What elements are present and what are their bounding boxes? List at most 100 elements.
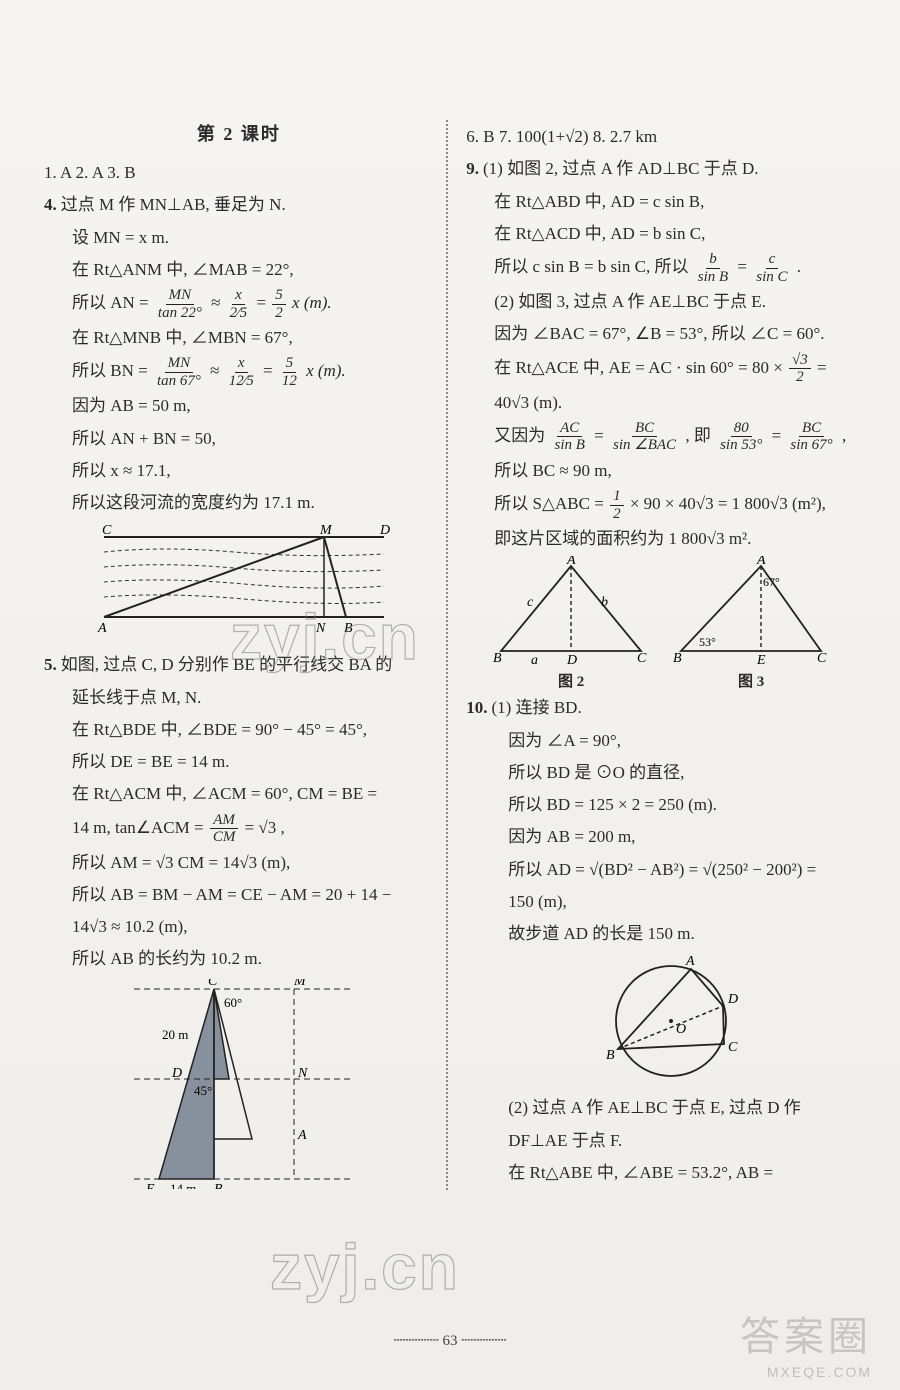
q9-l8: 所以 BC ≈ 90 m,: [466, 456, 856, 486]
lbl5-M: M: [293, 979, 307, 989]
q5-l6: 所以 AB = BM − AM = CE − AM = 20 + 14 −: [44, 880, 434, 910]
q10-l7: 故步道 AD 的长是 150 m.: [466, 919, 856, 949]
q4-l5: 所以 BN = MNtan 67° ≈ x12⁄5 = 512 x (m).: [44, 355, 434, 389]
lbl5-N: N: [297, 1066, 308, 1081]
q9-fr4b: sin B: [552, 437, 588, 454]
page-number: ┄┄┄┄┄ 63 ┄┄┄┄┄: [0, 1331, 900, 1350]
q9-l3a: 所以 c sin B = b sin C, 所以: [494, 257, 688, 276]
watermark-2: zyj.cn: [270, 1230, 460, 1304]
q9-fr2b: sin C: [753, 269, 790, 286]
fig2-caption: 图 2: [491, 670, 651, 691]
lbl-C: C: [102, 523, 112, 538]
q9-fr5b: sin ∠BAC: [610, 437, 679, 454]
q4-l5a: 所以 BN =: [72, 361, 148, 380]
lbl5-A: A: [297, 1128, 307, 1143]
q5-fAt: AM: [210, 812, 238, 830]
q4-l5b: ≈: [210, 361, 219, 380]
f2-C: C: [637, 651, 647, 666]
q5-l4: 14 m, tan∠ACM = AMCM = √3 ,: [44, 812, 434, 846]
lbl5-20: 20 m: [162, 1027, 188, 1042]
q9-l9a: 所以 S△ABC =: [494, 494, 604, 513]
f10-A: A: [685, 954, 695, 969]
q5-head-text: 如图, 过点 C, D 分别作 BE 的平行线交 BA 的: [61, 655, 393, 674]
q4-f4t: MN: [165, 355, 194, 373]
answers-1-3: 1. A 2. A 3. B: [44, 158, 434, 188]
lbl-A: A: [97, 621, 107, 636]
section-title: 第 2 课时: [44, 120, 434, 146]
q9-l7b: , 即: [685, 426, 711, 445]
q9-l1: 在 Rt△ABD 中, AD = c sin B,: [466, 187, 856, 217]
f3-E: E: [756, 653, 766, 666]
q10-p1: 10.(1) 连接 BD.: [466, 693, 856, 723]
q4-l7: 所以 AN + BN = 50,: [44, 424, 434, 454]
q4-l5d: x (m).: [306, 361, 346, 380]
q9-eq: =: [737, 257, 747, 276]
q5-l7: 14√3 ≈ 10.2 (m),: [44, 912, 434, 942]
q9-fr4t: AC: [557, 420, 582, 438]
q9-l7: 又因为 ACsin B = BCsin ∠BAC , 即 80sin 53° =…: [466, 420, 856, 454]
q4-head-text: 过点 M 作 MN⊥AB, 垂足为 N.: [61, 195, 286, 214]
q4-f5b: 12⁄5: [226, 373, 257, 390]
q9-l5b: =: [817, 357, 827, 376]
q4-l3a: 所以 AN =: [72, 293, 149, 312]
f10-D: D: [727, 992, 738, 1007]
column-divider: [446, 120, 448, 1190]
lbl5-45: 45°: [194, 1083, 212, 1098]
q10-p2: (2) 过点 A 作 AE⊥BC 于点 E, 过点 D 作: [466, 1093, 856, 1123]
lbl5-D: D: [171, 1066, 182, 1081]
f2-a: a: [531, 653, 538, 666]
f3-C: C: [817, 651, 827, 666]
q4-head: 4.过点 M 作 MN⊥AB, 垂足为 N.: [44, 190, 434, 220]
f2-c: c: [527, 595, 534, 610]
q5-l3: 在 Rt△ACM 中, ∠ACM = 60°, CM = BE =: [44, 779, 434, 809]
f3-67: 67°: [763, 575, 780, 589]
q5-head: 5.如图, 过点 C, D 分别作 BE 的平行线交 BA 的: [44, 650, 434, 680]
f2-A: A: [566, 556, 576, 568]
f3-A: A: [756, 556, 766, 568]
q9-eq2: =: [594, 426, 604, 445]
q4-l5c: =: [263, 361, 273, 380]
f3-B: B: [673, 651, 682, 666]
q9-figures: A B C D a b c 图 2 A B: [466, 556, 856, 691]
q9-l9: 所以 S△ABC = 12 × 90 × 40√3 = 1 800√3 (m²)…: [466, 488, 856, 522]
q4-f3b: 2: [272, 305, 286, 322]
q4-l9: 所以这段河流的宽度约为 17.1 m.: [44, 488, 434, 518]
q9-p2: (2) 如图 3, 过点 A 作 AE⊥BC 于点 E.: [466, 287, 856, 317]
q9-p1: 9.(1) 如图 2, 过点 A 作 AD⊥BC 于点 D.: [466, 154, 856, 184]
lbl5-E: E: [145, 1182, 155, 1189]
f2-D: D: [566, 653, 577, 666]
q4-l3d: x (m).: [292, 293, 332, 312]
q5-l4a: 14 m, tan∠ACM =: [72, 817, 204, 836]
q5-figure: C M D N A E B 60° 45° 20 m 14 m: [134, 979, 364, 1189]
q9-l10: 即这片区域的面积约为 1 800√3 m².: [466, 524, 856, 554]
lbl5-C: C: [208, 979, 218, 989]
q9-l2: 在 Rt△ACD 中, AD = b sin C,: [466, 219, 856, 249]
q4-f4b: tan 67°: [154, 373, 204, 390]
q5-head2: 延长线于点 M, N.: [44, 683, 434, 713]
q5-fAb: CM: [210, 829, 239, 846]
right-column: 6. B 7. 100(1+√2) 8. 2.7 km 9.(1) 如图 2, …: [466, 120, 856, 1190]
q4-f6t: 5: [283, 355, 297, 373]
q4-f6b: 12: [279, 373, 300, 390]
q10-l5: 所以 AD = √(BD² − AB²) = √(250² − 200²) =: [466, 855, 856, 885]
f2-b: b: [601, 595, 608, 610]
q10-l2: 所以 BD 是 ⊙O 的直径,: [466, 758, 856, 788]
q9-fHb: 2: [610, 506, 624, 523]
left-column: 第 2 课时 1. A 2. A 3. B 4.过点 M 作 MN⊥AB, 垂足…: [44, 120, 434, 1190]
q9-comma: ,: [842, 426, 846, 445]
q9-fig3: A B C E 53° 67°: [671, 556, 831, 666]
q9-l6: 40√3 (m).: [466, 388, 856, 418]
q9-p1-text: (1) 如图 2, 过点 A 作 AD⊥BC 于点 D.: [483, 159, 758, 178]
f3-53: 53°: [699, 635, 716, 649]
q4-f1b: tan 22°: [155, 305, 205, 322]
q5-l5: 所以 AM = √3 CM = 14√3 (m),: [44, 848, 434, 878]
f10-C: C: [728, 1040, 738, 1055]
q5-l8: 所以 AB 的长约为 10.2 m.: [44, 944, 434, 974]
q10-l9: 在 Rt△ABE 中, ∠ABE = 53.2°, AB =: [466, 1158, 856, 1188]
q9-fr7b: sin 67°: [787, 437, 835, 454]
q10-l3: 所以 BD = 125 × 2 = 250 (m).: [466, 790, 856, 820]
q9-fr1b: sin B: [695, 269, 731, 286]
lbl-N: N: [315, 621, 326, 636]
q9-fr5t: BC: [632, 420, 657, 438]
q5-l1: 在 Rt△BDE 中, ∠BDE = 90° − 45° = 45°,: [44, 715, 434, 745]
